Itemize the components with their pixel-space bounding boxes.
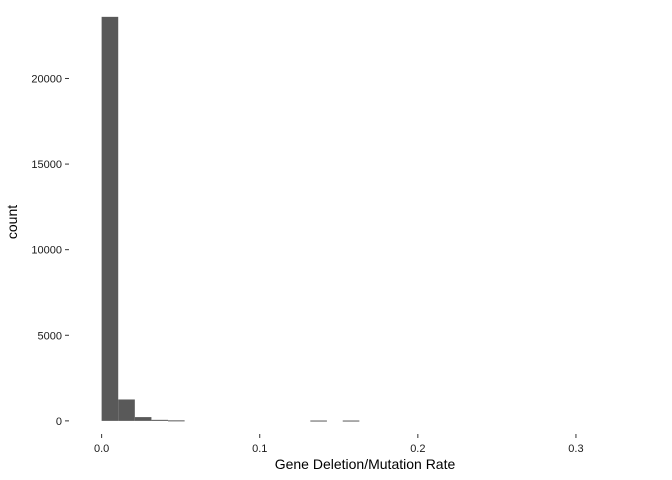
- y-axis-title: count: [4, 205, 20, 239]
- histogram-bars: [101, 16, 360, 422]
- y-axis: 0 5000 10000 15000 20000: [31, 73, 69, 428]
- x-tick-label: 0.0: [94, 443, 109, 455]
- histogram-bar: [134, 417, 152, 421]
- histogram-bar: [310, 420, 327, 422]
- y-tick-label: 15000: [31, 159, 62, 171]
- y-tick-label: 0: [56, 416, 62, 428]
- histogram-bar: [151, 419, 169, 421]
- histogram-bar: [101, 16, 119, 421]
- histogram-bar: [342, 420, 360, 422]
- y-tick-label: 5000: [38, 330, 62, 342]
- histogram-bar: [118, 399, 135, 421]
- y-tick-label: 20000: [31, 73, 62, 85]
- x-axis-title: Gene Deletion/Mutation Rate: [275, 456, 456, 472]
- y-tick-label: 10000: [31, 245, 62, 257]
- x-axis: 0.0 0.1 0.2 0.3: [94, 434, 584, 455]
- x-tick-label: 0.1: [252, 443, 267, 455]
- x-tick-label: 0.3: [568, 443, 583, 455]
- histogram-bar: [168, 420, 185, 422]
- x-tick-label: 0.2: [410, 443, 425, 455]
